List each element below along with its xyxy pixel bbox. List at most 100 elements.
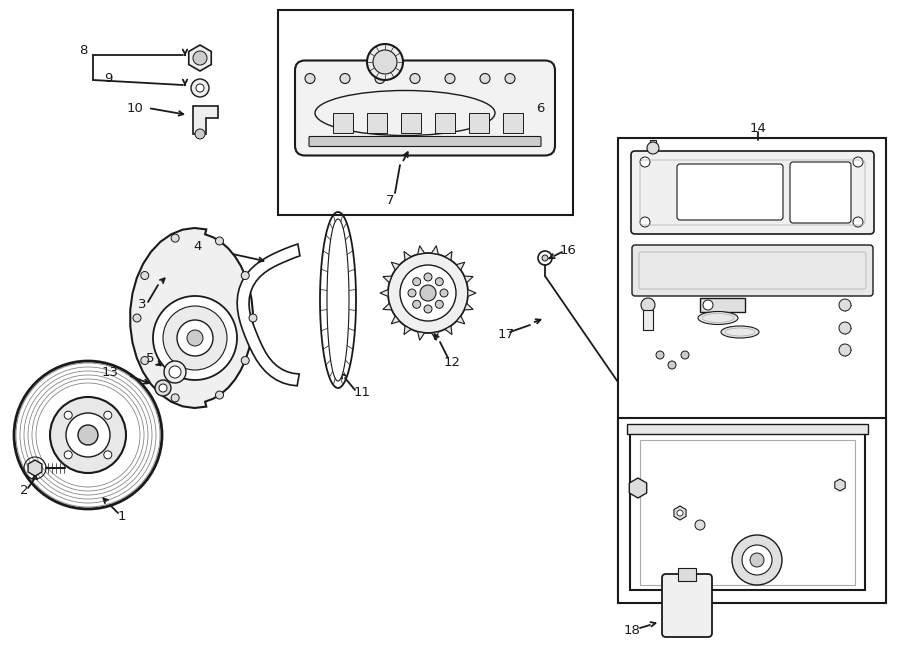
Circle shape — [505, 73, 515, 83]
Bar — [503, 113, 523, 133]
Bar — [469, 113, 489, 133]
Polygon shape — [392, 262, 400, 270]
Circle shape — [839, 299, 851, 311]
FancyBboxPatch shape — [309, 137, 541, 147]
Polygon shape — [445, 251, 452, 260]
Text: 13: 13 — [102, 366, 119, 379]
Bar — [618, 418, 886, 603]
Circle shape — [853, 217, 863, 227]
Circle shape — [155, 380, 171, 396]
Circle shape — [695, 520, 705, 530]
FancyBboxPatch shape — [790, 162, 851, 223]
Circle shape — [169, 366, 181, 378]
Polygon shape — [629, 478, 647, 498]
Bar — [401, 113, 421, 133]
Text: 5: 5 — [146, 352, 154, 364]
Circle shape — [420, 285, 436, 301]
Circle shape — [159, 384, 167, 392]
Text: 15: 15 — [818, 206, 835, 219]
Polygon shape — [28, 460, 42, 476]
Polygon shape — [674, 506, 686, 520]
Bar — [630, 430, 865, 590]
Text: 12: 12 — [444, 356, 461, 368]
Circle shape — [424, 273, 432, 281]
Circle shape — [164, 361, 186, 383]
Bar — [643, 310, 653, 330]
Circle shape — [140, 356, 148, 364]
Circle shape — [104, 451, 112, 459]
Circle shape — [408, 289, 416, 297]
Circle shape — [373, 50, 397, 74]
Circle shape — [215, 237, 223, 245]
Circle shape — [413, 300, 420, 308]
Bar — [435, 113, 455, 133]
Circle shape — [195, 129, 205, 139]
Polygon shape — [418, 332, 425, 340]
Polygon shape — [464, 276, 473, 283]
Circle shape — [153, 296, 237, 380]
Circle shape — [677, 510, 683, 516]
Bar — [367, 113, 387, 133]
Circle shape — [703, 300, 713, 310]
Circle shape — [367, 44, 403, 80]
Circle shape — [64, 451, 72, 459]
Circle shape — [140, 272, 148, 280]
Text: 8: 8 — [79, 44, 87, 56]
FancyBboxPatch shape — [632, 245, 873, 296]
Circle shape — [388, 253, 468, 333]
Text: 14: 14 — [750, 122, 767, 134]
Bar — [678, 568, 696, 581]
Text: 17: 17 — [498, 329, 515, 342]
Polygon shape — [418, 246, 425, 254]
Circle shape — [104, 411, 112, 419]
Polygon shape — [237, 244, 300, 386]
Circle shape — [400, 265, 456, 321]
Circle shape — [177, 320, 213, 356]
Circle shape — [241, 272, 249, 280]
Text: 2: 2 — [20, 485, 28, 498]
Text: 6: 6 — [536, 102, 544, 114]
FancyBboxPatch shape — [662, 574, 712, 637]
Text: 1: 1 — [118, 510, 126, 522]
Polygon shape — [130, 228, 253, 408]
FancyBboxPatch shape — [631, 151, 874, 234]
Polygon shape — [380, 290, 388, 297]
Circle shape — [732, 535, 782, 585]
Polygon shape — [456, 316, 464, 324]
Bar — [640, 440, 855, 585]
Circle shape — [215, 391, 223, 399]
Circle shape — [413, 278, 420, 286]
Circle shape — [640, 217, 650, 227]
Polygon shape — [189, 45, 212, 71]
Circle shape — [340, 73, 350, 83]
Text: 9: 9 — [104, 71, 112, 85]
Circle shape — [742, 545, 772, 575]
Polygon shape — [835, 479, 845, 491]
Polygon shape — [392, 316, 400, 324]
Polygon shape — [431, 332, 438, 340]
Circle shape — [750, 553, 764, 567]
Circle shape — [133, 314, 141, 322]
Circle shape — [241, 356, 249, 364]
Polygon shape — [404, 326, 411, 334]
FancyBboxPatch shape — [295, 61, 555, 155]
Bar — [333, 113, 353, 133]
Circle shape — [187, 330, 203, 346]
Circle shape — [171, 234, 179, 242]
Circle shape — [64, 411, 72, 419]
Circle shape — [542, 255, 548, 261]
Text: 16: 16 — [560, 243, 576, 256]
Circle shape — [445, 73, 455, 83]
Bar — [278, 10, 573, 215]
Text: 10: 10 — [127, 102, 143, 114]
Polygon shape — [456, 262, 464, 270]
Polygon shape — [382, 303, 392, 310]
Circle shape — [853, 157, 863, 167]
Circle shape — [50, 397, 126, 473]
Circle shape — [681, 351, 689, 359]
Ellipse shape — [721, 326, 759, 338]
Bar — [627, 424, 868, 434]
Polygon shape — [431, 246, 438, 254]
FancyBboxPatch shape — [677, 164, 783, 220]
Circle shape — [410, 73, 420, 83]
